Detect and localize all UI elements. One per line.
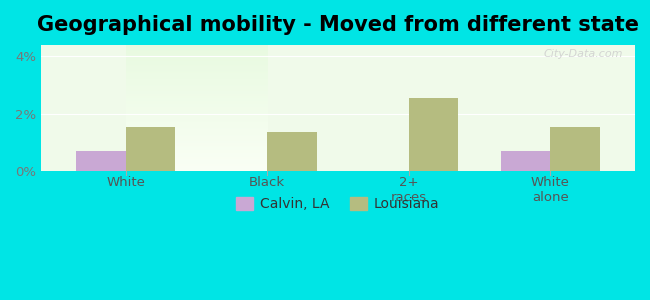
- Bar: [126, 127, 176, 171]
- Bar: [500, 152, 550, 171]
- Bar: [409, 98, 458, 171]
- Bar: [76, 152, 126, 171]
- Bar: [550, 127, 600, 171]
- Bar: [267, 132, 317, 171]
- Text: City-Data.com: City-Data.com: [543, 49, 623, 59]
- Legend: Calvin, LA, Louisiana: Calvin, LA, Louisiana: [231, 192, 445, 217]
- Title: Geographical mobility - Moved from different state: Geographical mobility - Moved from diffe…: [37, 15, 639, 35]
